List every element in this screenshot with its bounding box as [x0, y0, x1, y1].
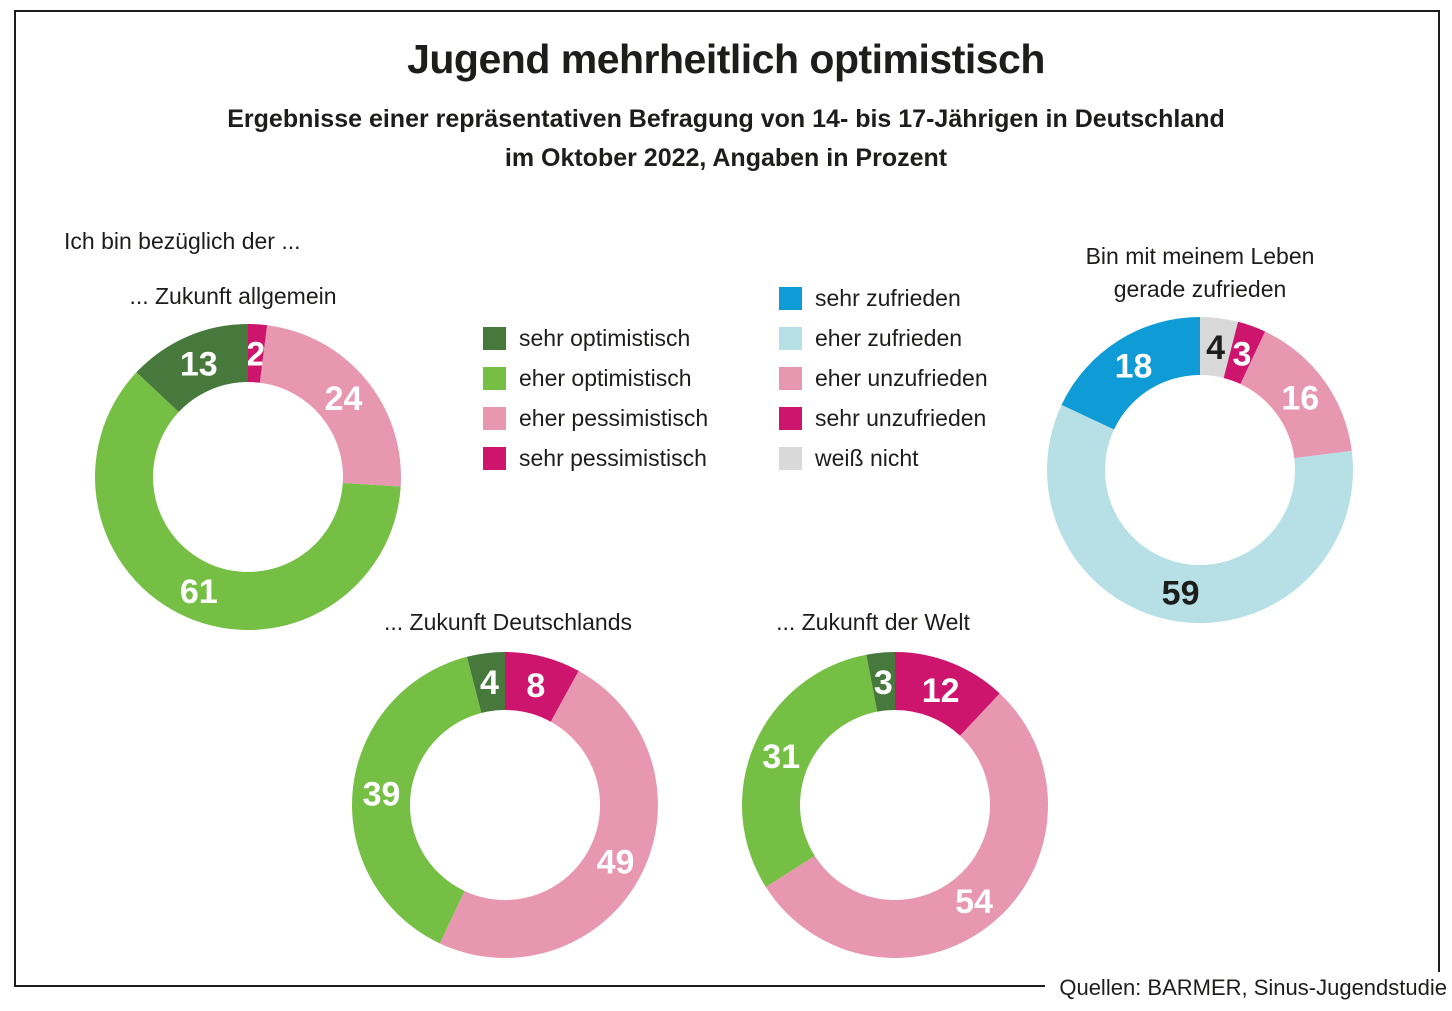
slice-value-label: 12 [922, 672, 960, 710]
slice-value-label: 59 [1162, 575, 1200, 613]
chart-title-zukunft-der-welt: ... Zukunft der Welt [718, 606, 1028, 639]
donut-slice-zukunft-der-welt-eher-optimistisch [742, 654, 878, 887]
legend-swatch-gray [779, 447, 802, 470]
slice-value-label: 61 [180, 573, 218, 611]
intro-label: Ich bin bezüglich der ... [64, 228, 301, 254]
page-title: Jugend mehrheitlich optimistisch [407, 36, 1045, 82]
slice-value-label: 2 [246, 335, 265, 373]
legend-optimism: sehr optimistisch eher optimistisch eher p… [483, 325, 709, 471]
donut-slice-leben-zufrieden-eher-unzufrieden [1240, 331, 1352, 459]
legend-swatch-green [483, 367, 506, 390]
legend-item-sehr-zufrieden: sehr zufrieden [779, 285, 988, 311]
slice-value-label: 3 [874, 664, 893, 702]
donut-slice-zukunft-allgemein-eher-pessimistisch [259, 325, 402, 487]
legend-label: sehr pessimistisch [519, 445, 707, 471]
legend-swatch-darkgreen [483, 327, 506, 350]
legend-item-sehr-optimistisch: sehr optimistisch [483, 325, 708, 351]
legend-swatch-pink [779, 367, 802, 390]
donut-slice-zukunft-allgemein-eher-optimistisch [95, 372, 401, 630]
donut-chart-zukunft-deutschlands: 8 49 39 4 [352, 652, 658, 958]
legend-swatch-pink [483, 407, 506, 430]
chart-title-line: ... Zukunft der Welt [776, 609, 970, 635]
chart-title-line: gerade zufrieden [1113, 276, 1287, 302]
legend-label: eher unzufrieden [815, 365, 988, 391]
slice-value-label: 16 [1281, 379, 1319, 417]
chart-title-zukunft-deutschlands: ... Zukunft Deutschlands [353, 606, 663, 639]
slice-value-label: 8 [526, 667, 545, 705]
donut-slice-zukunft-deutschlands-eher-optimistisch [352, 656, 482, 944]
legend-item-sehr-pessimistisch: sehr pessimistisch [483, 445, 708, 471]
slice-value-label: 54 [955, 883, 993, 921]
subtitle-line-1: Ergebnisse einer repräsentativen Befragu… [227, 105, 1225, 133]
legend-label: sehr zufrieden [815, 285, 961, 311]
slice-value-label: 13 [180, 345, 218, 383]
slice-value-label: 49 [597, 844, 635, 882]
donut-chart-zukunft-allgemein: 2 24 61 13 [95, 324, 402, 630]
donut-slice-zukunft-deutschlands-sehr-pessimistisch [505, 652, 579, 722]
slice-value-label: 31 [762, 738, 800, 776]
chart-title-line: ... Zukunft allgemein [129, 283, 337, 309]
slice-value-label: 18 [1115, 348, 1153, 386]
border-frame [14, 10, 1440, 987]
legend-item-sehr-unzufrieden: sehr unzufrieden [779, 405, 988, 431]
donut-slice-leben-zufrieden-weiss-nicht [1200, 317, 1239, 378]
legend-label: sehr optimistisch [519, 325, 691, 351]
legend-label: eher zufrieden [815, 325, 963, 351]
legend-item-eher-pessimistisch: eher pessimistisch [483, 405, 709, 431]
legend-swatch-lightblue [779, 327, 802, 350]
donut-slice-leben-zufrieden-sehr-unzufrieden [1223, 321, 1266, 385]
chart-title-zukunft-allgemein: ... Zukunft allgemein [78, 280, 388, 313]
subtitle: Ergebnisse einer repräsentativen Befragu… [0, 100, 1452, 178]
slice-value-label: 3 [1233, 336, 1252, 374]
donut-slice-leben-zufrieden-sehr-zufrieden [1061, 317, 1200, 430]
legend-label: sehr unzufrieden [815, 405, 987, 431]
legend-swatch-magenta [483, 447, 506, 470]
donut-slice-zukunft-der-welt-sehr-pessimistisch [895, 652, 1000, 736]
legend-satisfaction: sehr zufrieden eher zufrieden eher unzufri… [779, 285, 988, 471]
slice-value-label: 4 [1206, 329, 1225, 367]
donut-slice-zukunft-deutschlands-eher-pessimistisch [439, 670, 658, 958]
legend-label: eher optimistisch [519, 365, 692, 391]
legend-swatch-blue [779, 287, 802, 310]
donut-slice-zukunft-allgemein-sehr-optimistisch [136, 324, 248, 412]
legend-item-eher-unzufrieden: eher unzufrieden [779, 365, 988, 391]
donut-slice-leben-zufrieden-eher-zufrieden [1046, 404, 1353, 624]
slice-value-label: 4 [480, 664, 499, 702]
chart-title-leben-zufrieden: Bin mit meinem Leben gerade zufrieden [1045, 240, 1355, 306]
legend-item-weiss-nicht: weiß nicht [779, 445, 988, 471]
donut-chart-zukunft-der-welt: 12 54 31 3 [742, 652, 1049, 959]
chart-title-line: Bin mit meinem Leben [1085, 243, 1315, 269]
donut-slice-zukunft-deutschlands-sehr-optimistisch [466, 652, 505, 713]
legend-swatch-magenta [779, 407, 802, 430]
legend-label: eher pessimistisch [519, 405, 709, 431]
legend-item-eher-optimistisch: eher optimistisch [483, 365, 708, 391]
legend-item-eher-zufrieden: eher zufrieden [779, 325, 988, 351]
source-note: Quellen: BARMER, Sinus-Jugendstudie [1045, 972, 1450, 1004]
donut-slice-zukunft-allgemein-sehr-pessimistisch [248, 324, 268, 383]
legend-label: weiß nicht [815, 445, 919, 471]
chart-title-line: ... Zukunft Deutschlands [383, 609, 632, 635]
slice-value-label: 39 [363, 776, 401, 814]
slice-value-label: 24 [325, 380, 363, 418]
subtitle-line-2: im Oktober 2022, Angaben in Prozent [504, 144, 948, 172]
donut-slice-zukunft-der-welt-eher-pessimistisch [765, 693, 1049, 959]
donut-chart-leben-zufrieden: 4 3 16 59 18 [1046, 317, 1353, 624]
donut-slice-zukunft-der-welt-sehr-optimistisch [866, 652, 895, 712]
